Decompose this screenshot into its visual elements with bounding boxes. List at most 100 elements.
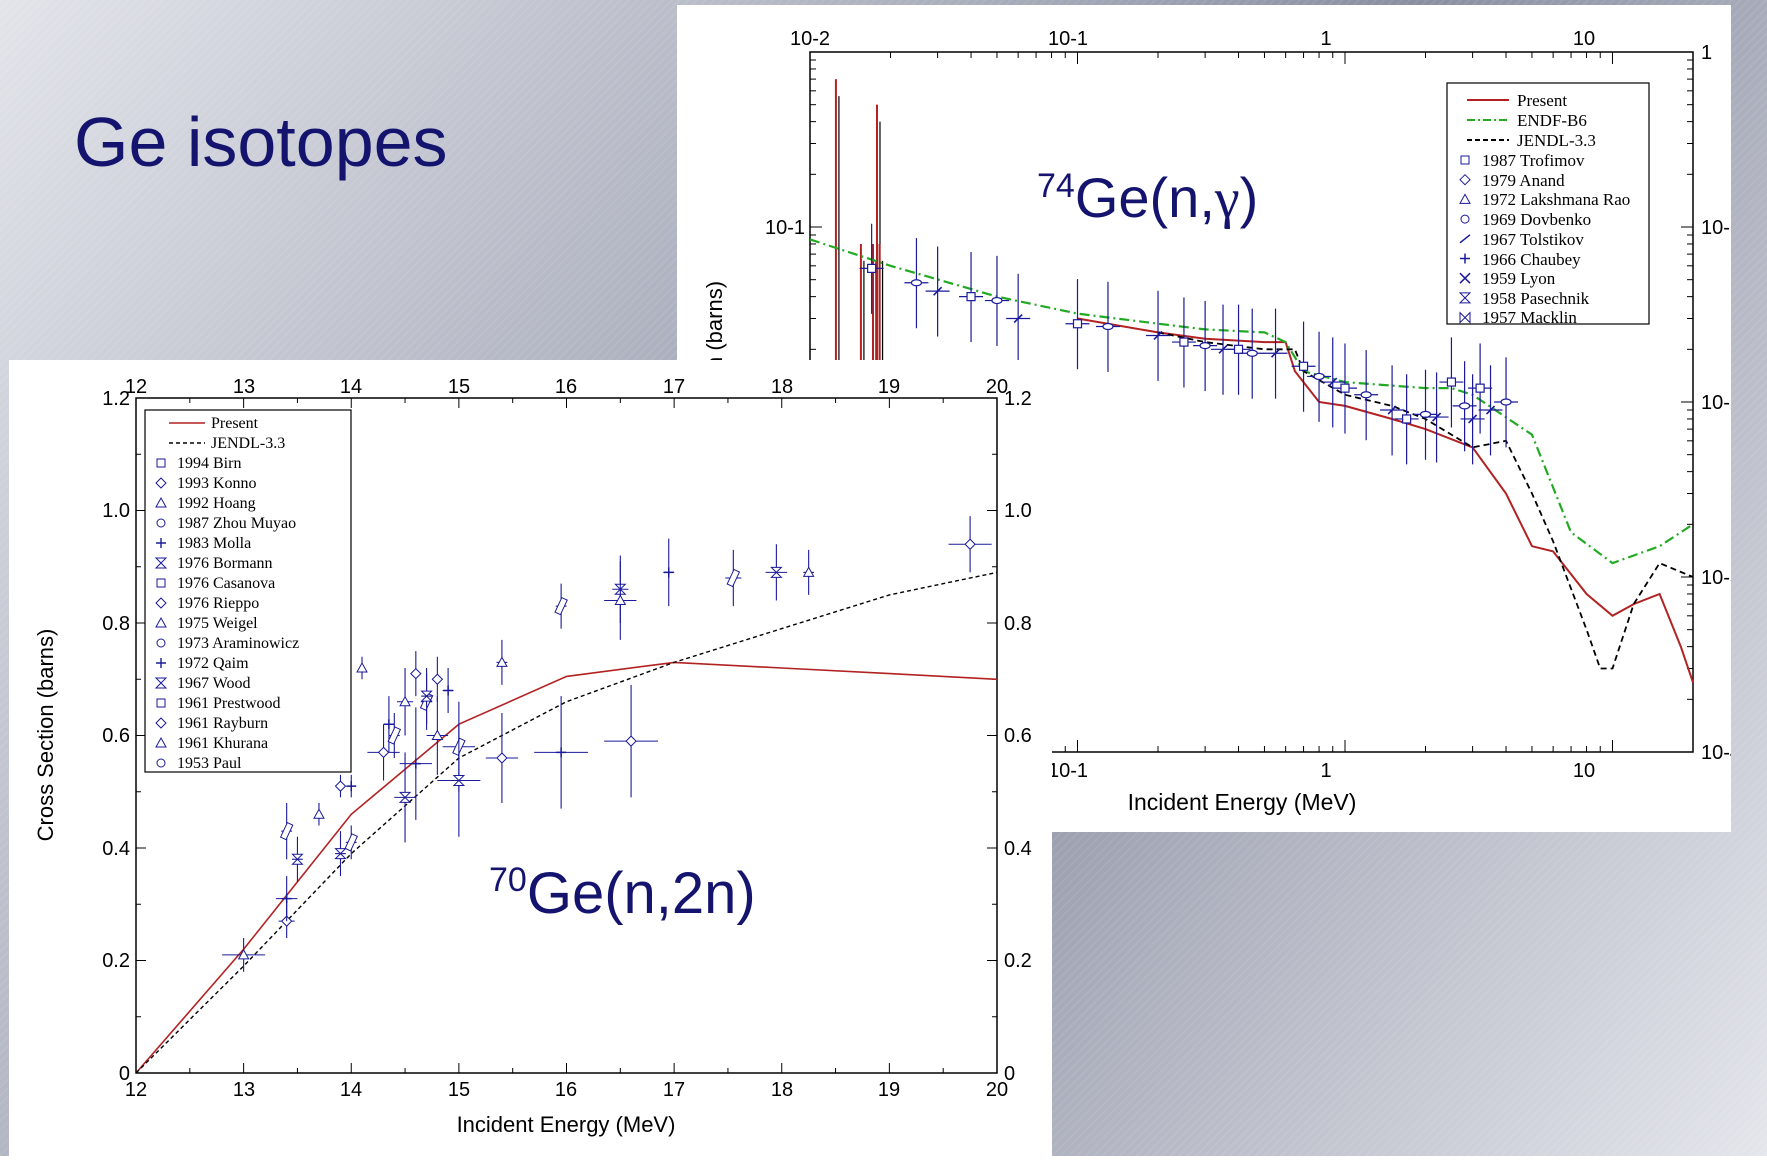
tick-label-top: 17 <box>663 376 685 398</box>
data-point <box>1218 344 1228 354</box>
tick-label-right: 1.2 <box>1004 388 1032 410</box>
reaction-label: 70Ge(n,2n) <box>489 861 756 926</box>
legend-entries <box>154 422 205 768</box>
legend-marker <box>156 658 166 668</box>
tick-label-bottom: 10-1 <box>1048 760 1088 782</box>
legend-label: 1973 Araminowicz <box>177 635 299 652</box>
legend-label: 1967 Wood <box>177 675 251 692</box>
data-point <box>1298 361 1309 371</box>
legend-marker <box>154 677 168 689</box>
tick-label-left: 10-1 <box>765 217 805 239</box>
tick-label-right: 1 <box>1701 42 1712 64</box>
tick-label-bottom: 20 <box>986 1079 1008 1101</box>
data-point <box>387 726 402 745</box>
data-point <box>452 775 466 786</box>
reaction-label: 74Ge(n,γ) <box>1037 166 1258 230</box>
data-point <box>1402 414 1412 424</box>
reaction-gamma: γ <box>1214 168 1240 230</box>
legend-label: 1953 Paul <box>177 755 242 772</box>
tick-label-top: 20 <box>986 376 1008 398</box>
legend-marker <box>156 638 166 648</box>
tick-label-top: 10-2 <box>790 28 830 50</box>
tick-label-left: 0 <box>119 1063 130 1085</box>
tick-label-top: 16 <box>555 376 577 398</box>
legend-marker <box>1460 253 1470 264</box>
data-point <box>1458 402 1471 410</box>
slide-title: Ge isotopes <box>74 103 448 181</box>
tick-label-right: 0.6 <box>1004 725 1032 747</box>
data-point <box>1179 337 1189 347</box>
legend-marker <box>1460 155 1470 165</box>
data-point <box>554 596 568 616</box>
reaction-mass-number: 74 <box>1037 167 1075 205</box>
legend-label: 1976 Bormann <box>177 555 273 572</box>
legend-label: 1976 Rieppo <box>177 595 259 612</box>
legend-label: 1959 Lyon <box>1482 269 1556 288</box>
legend-marker <box>155 717 167 729</box>
data-point <box>377 746 390 759</box>
legend-marker <box>156 538 166 548</box>
tick-label-left: 0.6 <box>102 725 130 747</box>
tick-label-left: 0.4 <box>102 838 130 860</box>
data-point <box>1387 405 1397 415</box>
tick-label-bottom: 18 <box>771 1079 793 1101</box>
legend-label: Present <box>211 415 259 432</box>
data-point <box>614 583 627 595</box>
data-point <box>410 758 421 769</box>
legend-label: 1961 Prestwood <box>177 695 281 712</box>
legend-label: 1979 Anand <box>1482 171 1565 190</box>
tick-label-bottom: 16 <box>555 1079 577 1101</box>
legend-marker <box>1459 193 1471 204</box>
data-point <box>1102 322 1114 331</box>
data-point <box>334 848 347 860</box>
chart-ge70-n2n: 12 13 14 15 16 17 18 19 20 12 13 14 15 1… <box>33 376 1032 1137</box>
tick-label-right: 10-1 <box>1701 217 1731 239</box>
legend-entries <box>1458 99 1509 324</box>
legend-label: 1972 Qaim <box>177 655 249 672</box>
data-point <box>1153 330 1163 341</box>
tick-label-top: 14 <box>340 376 362 398</box>
data-point <box>625 735 637 747</box>
tick-label-top: 12 <box>125 376 147 398</box>
legend-label: Present <box>1517 91 1567 110</box>
data-point <box>1340 383 1350 393</box>
tick-label-top: 19 <box>878 376 900 398</box>
data-point <box>1360 391 1372 399</box>
data-point <box>399 695 411 707</box>
legend-label: ENDF-B6 <box>1517 111 1587 130</box>
data-point <box>431 729 444 740</box>
tick-label-top: 1 <box>1320 28 1331 50</box>
data-point <box>1233 344 1244 354</box>
tick-label-top: 18 <box>771 376 793 398</box>
tick-label-top: 13 <box>233 376 255 398</box>
x-axis-label: Incident Energy (MeV) <box>1128 789 1357 815</box>
tick-label-bottom: 1 <box>1320 760 1331 782</box>
legend-label: 1966 Chaubey <box>1482 250 1581 269</box>
data-point <box>910 279 923 287</box>
data-point <box>496 752 508 764</box>
reaction-main: Ge(n, <box>1075 166 1215 229</box>
tick-label-bottom: 15 <box>448 1079 470 1101</box>
legend-label: 1993 Konno <box>177 475 257 492</box>
experimental-points <box>222 516 992 972</box>
data-point <box>344 833 359 852</box>
data-point <box>1475 383 1485 393</box>
legend-label: JENDL-3.3 <box>211 435 285 452</box>
legend-label: 1987 Zhou Muyao <box>177 515 296 532</box>
legend-marker <box>156 698 166 708</box>
series-line <box>135 571 998 1074</box>
tick-label-right: 0 <box>1004 1063 1015 1085</box>
legend-marker <box>1459 311 1471 324</box>
legend-marker <box>156 578 166 588</box>
tick-label-right: 0.4 <box>1004 838 1032 860</box>
data-point <box>383 719 394 730</box>
tick-label-top: 10 <box>1573 28 1595 50</box>
legend-label: 1958 Pasechnik <box>1482 289 1590 308</box>
legend-marker <box>155 496 167 508</box>
data-point <box>443 685 454 696</box>
tick-label-right: 10-2 <box>1701 392 1731 414</box>
data-point <box>1313 372 1325 381</box>
legend-label: 1957 Macklin <box>1482 308 1577 327</box>
data-point <box>614 594 627 605</box>
series-layer <box>135 571 998 1074</box>
